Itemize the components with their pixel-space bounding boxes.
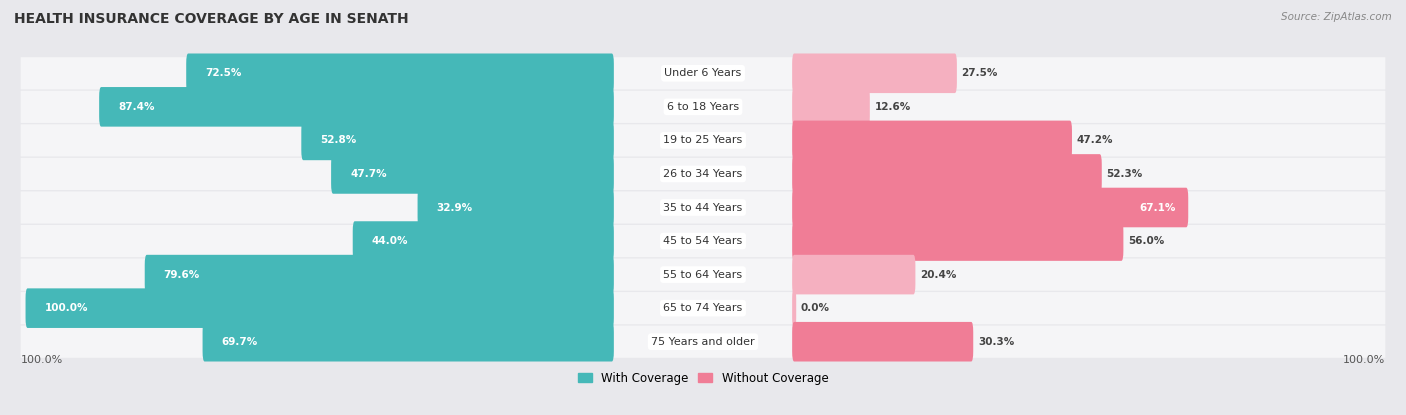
Text: 6 to 18 Years: 6 to 18 Years [666, 102, 740, 112]
FancyBboxPatch shape [792, 221, 1123, 261]
FancyBboxPatch shape [21, 57, 1385, 89]
FancyBboxPatch shape [25, 288, 614, 328]
FancyBboxPatch shape [792, 54, 957, 93]
FancyBboxPatch shape [21, 259, 1385, 291]
Text: Under 6 Years: Under 6 Years [665, 68, 741, 78]
Text: 100.0%: 100.0% [1343, 354, 1385, 364]
FancyBboxPatch shape [353, 221, 614, 261]
Text: 100.0%: 100.0% [45, 303, 89, 313]
FancyBboxPatch shape [792, 87, 870, 127]
FancyBboxPatch shape [21, 91, 1385, 123]
Text: 100.0%: 100.0% [21, 354, 63, 364]
Text: 45 to 54 Years: 45 to 54 Years [664, 236, 742, 246]
Text: 79.6%: 79.6% [163, 270, 200, 280]
FancyBboxPatch shape [202, 322, 614, 361]
Text: 52.8%: 52.8% [321, 135, 357, 145]
FancyBboxPatch shape [21, 191, 1385, 224]
FancyBboxPatch shape [21, 124, 1385, 156]
Text: 47.7%: 47.7% [350, 169, 387, 179]
FancyBboxPatch shape [145, 255, 614, 294]
FancyBboxPatch shape [792, 322, 973, 361]
Text: 65 to 74 Years: 65 to 74 Years [664, 303, 742, 313]
FancyBboxPatch shape [21, 292, 1385, 324]
FancyBboxPatch shape [100, 87, 614, 127]
FancyBboxPatch shape [792, 255, 915, 294]
Text: 55 to 64 Years: 55 to 64 Years [664, 270, 742, 280]
Text: 27.5%: 27.5% [962, 68, 998, 78]
Text: 20.4%: 20.4% [920, 270, 956, 280]
Text: HEALTH INSURANCE COVERAGE BY AGE IN SENATH: HEALTH INSURANCE COVERAGE BY AGE IN SENA… [14, 12, 409, 27]
Text: 44.0%: 44.0% [371, 236, 408, 246]
FancyBboxPatch shape [21, 326, 1385, 358]
Text: 32.9%: 32.9% [436, 203, 472, 212]
FancyBboxPatch shape [301, 121, 614, 160]
Text: 56.0%: 56.0% [1128, 236, 1164, 246]
FancyBboxPatch shape [21, 158, 1385, 190]
FancyBboxPatch shape [418, 188, 614, 227]
Text: 75 Years and older: 75 Years and older [651, 337, 755, 347]
FancyBboxPatch shape [792, 154, 1102, 194]
Text: 12.6%: 12.6% [875, 102, 911, 112]
Text: 26 to 34 Years: 26 to 34 Years [664, 169, 742, 179]
FancyBboxPatch shape [792, 121, 1071, 160]
Text: 87.4%: 87.4% [118, 102, 155, 112]
Text: 30.3%: 30.3% [979, 337, 1014, 347]
Text: 0.0%: 0.0% [801, 303, 830, 313]
Text: 35 to 44 Years: 35 to 44 Years [664, 203, 742, 212]
FancyBboxPatch shape [792, 288, 796, 328]
Legend: With Coverage, Without Coverage: With Coverage, Without Coverage [578, 371, 828, 385]
Text: Source: ZipAtlas.com: Source: ZipAtlas.com [1281, 12, 1392, 22]
Text: 47.2%: 47.2% [1077, 135, 1114, 145]
Text: 69.7%: 69.7% [222, 337, 257, 347]
FancyBboxPatch shape [21, 225, 1385, 257]
Text: 52.3%: 52.3% [1107, 169, 1143, 179]
FancyBboxPatch shape [330, 154, 614, 194]
Text: 72.5%: 72.5% [205, 68, 242, 78]
Text: 67.1%: 67.1% [1140, 203, 1175, 212]
FancyBboxPatch shape [792, 188, 1188, 227]
FancyBboxPatch shape [186, 54, 614, 93]
Text: 19 to 25 Years: 19 to 25 Years [664, 135, 742, 145]
